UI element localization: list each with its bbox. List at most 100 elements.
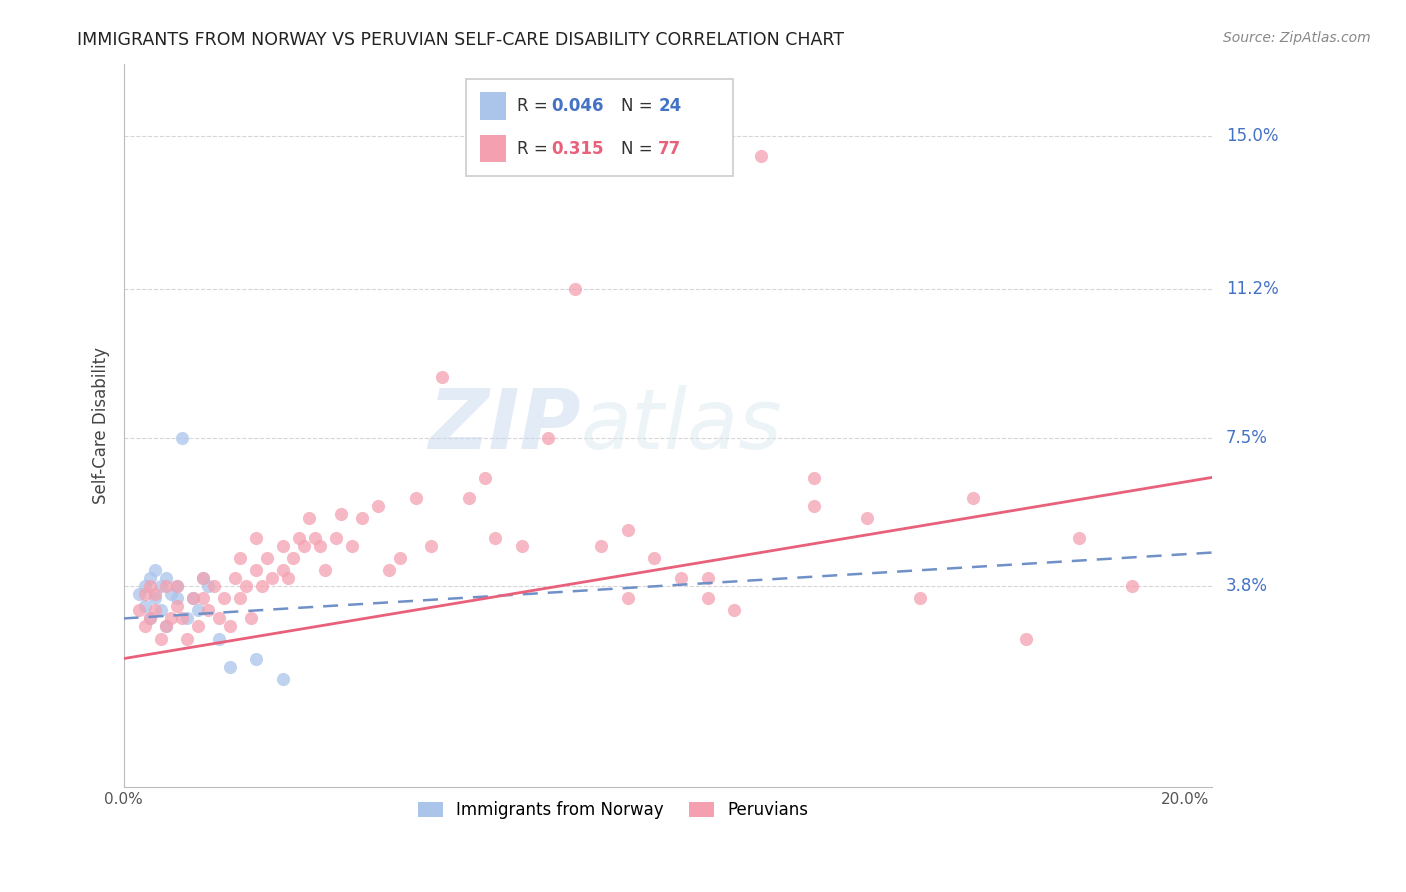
Point — [723, 603, 745, 617]
Point — [325, 531, 347, 545]
Point — [292, 539, 315, 553]
Point — [149, 579, 172, 593]
Point — [145, 563, 167, 577]
Point — [191, 571, 214, 585]
Point — [145, 587, 167, 601]
Point — [235, 579, 257, 593]
Point — [155, 571, 177, 585]
Point — [166, 599, 188, 614]
Point — [304, 531, 326, 545]
Point — [250, 579, 273, 593]
Point — [191, 571, 214, 585]
Point — [155, 619, 177, 633]
Point — [134, 579, 156, 593]
Point — [197, 603, 219, 617]
Text: Source: ZipAtlas.com: Source: ZipAtlas.com — [1223, 31, 1371, 45]
Text: 15.0%: 15.0% — [1226, 128, 1278, 145]
Point — [145, 591, 167, 606]
Point — [643, 551, 665, 566]
Point — [202, 579, 225, 593]
Point — [245, 651, 267, 665]
Point — [224, 571, 246, 585]
Point — [160, 611, 183, 625]
Point — [564, 282, 586, 296]
Text: 11.2%: 11.2% — [1226, 280, 1278, 298]
Point — [139, 571, 162, 585]
Point — [908, 591, 931, 606]
Point — [330, 507, 353, 521]
Point — [749, 149, 772, 163]
Point — [314, 563, 336, 577]
Y-axis label: Self-Care Disability: Self-Care Disability — [93, 347, 110, 504]
Point — [139, 579, 162, 593]
Point — [149, 603, 172, 617]
Point — [256, 551, 278, 566]
Point — [218, 619, 240, 633]
Point — [430, 370, 453, 384]
Point — [420, 539, 443, 553]
Point — [191, 591, 214, 606]
Point — [474, 471, 496, 485]
Point — [149, 632, 172, 646]
Point — [245, 563, 267, 577]
Point — [128, 603, 150, 617]
Point — [352, 511, 374, 525]
Point — [277, 571, 299, 585]
Text: atlas: atlas — [581, 385, 782, 467]
Point — [1121, 579, 1143, 593]
Point — [340, 539, 363, 553]
Point — [145, 603, 167, 617]
Text: 3.8%: 3.8% — [1226, 577, 1268, 595]
Point — [214, 591, 236, 606]
Point — [166, 579, 188, 593]
Point — [378, 563, 401, 577]
Point — [283, 551, 305, 566]
Point — [803, 499, 825, 513]
Point — [155, 579, 177, 593]
Point — [262, 571, 284, 585]
Point — [537, 431, 560, 445]
Text: IMMIGRANTS FROM NORWAY VS PERUVIAN SELF-CARE DISABILITY CORRELATION CHART: IMMIGRANTS FROM NORWAY VS PERUVIAN SELF-… — [77, 31, 845, 49]
Point — [367, 499, 389, 513]
Point — [1015, 632, 1038, 646]
Point — [484, 531, 506, 545]
Point — [187, 619, 209, 633]
Point — [134, 599, 156, 614]
Point — [187, 603, 209, 617]
Point — [457, 491, 479, 505]
Point — [229, 591, 252, 606]
Point — [1069, 531, 1091, 545]
Point — [176, 632, 198, 646]
Point — [388, 551, 411, 566]
Point — [139, 611, 162, 625]
Point — [166, 579, 188, 593]
Point — [669, 571, 692, 585]
Point — [962, 491, 984, 505]
Text: 7.5%: 7.5% — [1226, 429, 1268, 447]
Point — [160, 587, 183, 601]
Point — [155, 619, 177, 633]
Point — [181, 591, 204, 606]
Point — [134, 619, 156, 633]
Point — [591, 539, 613, 553]
Point — [855, 511, 877, 525]
Point — [287, 531, 309, 545]
Point — [134, 587, 156, 601]
Point — [208, 632, 231, 646]
Point — [245, 531, 267, 545]
Point — [510, 539, 533, 553]
Point — [271, 563, 294, 577]
Point — [139, 611, 162, 625]
Point — [166, 591, 188, 606]
Point — [696, 571, 718, 585]
Point — [170, 611, 193, 625]
Point — [208, 611, 231, 625]
Point — [696, 591, 718, 606]
Point — [170, 431, 193, 445]
Point — [181, 591, 204, 606]
Point — [176, 611, 198, 625]
Point — [229, 551, 252, 566]
Point — [803, 471, 825, 485]
Point — [271, 672, 294, 686]
Point — [617, 591, 640, 606]
